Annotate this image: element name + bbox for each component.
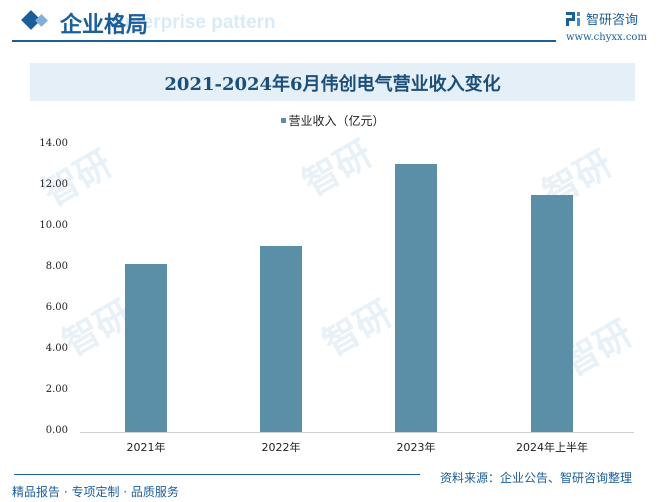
legend-label: 营业收入（亿元） <box>288 114 385 128</box>
y-tick: 8.00 <box>45 261 68 272</box>
section-title: 企业格局 <box>60 12 149 38</box>
y-tick: 4.00 <box>45 343 68 354</box>
brand-logo-icon <box>566 12 580 26</box>
x-label: 2022年 <box>261 441 301 454</box>
chart-legend: 营业收入（亿元） <box>0 112 666 129</box>
brand-url: www.chyxx.com <box>566 32 647 43</box>
header-divider <box>12 40 556 42</box>
x-label: 2023年 <box>396 441 436 454</box>
bar-2022 <box>260 246 302 432</box>
watermark: 智研 <box>316 293 400 365</box>
chart-title-band: 2021-2024年6月伟创电气营业收入变化 <box>30 63 635 101</box>
page-header: Enterprise pattern 企业格局 智研咨询 www.chyxx.c… <box>0 0 666 50</box>
y-tick: 0.00 <box>45 425 68 436</box>
y-tick: 12.00 <box>39 179 68 190</box>
y-tick: 6.00 <box>45 302 68 313</box>
legend-swatch <box>281 118 287 123</box>
bar-2024h1 <box>531 195 573 432</box>
footer-slogan: 精品报告 · 专项定制 · 品质服务 <box>12 485 179 499</box>
brand: 智研咨询 <box>566 9 638 28</box>
chart-title: 2021-2024年6月伟创电气营业收入变化 <box>164 74 501 95</box>
watermark: 智研 <box>296 133 380 205</box>
x-axis-line <box>80 432 634 433</box>
footer-divider <box>14 474 420 475</box>
y-tick: 10.00 <box>39 220 68 231</box>
brand-name: 智研咨询 <box>586 13 639 28</box>
section-subtitle: Enterprise pattern <box>112 12 276 33</box>
y-tick: 2.00 <box>45 384 68 395</box>
x-label: 2024年上半年 <box>516 441 588 454</box>
bar-2021 <box>125 263 167 432</box>
x-label: 2021年 <box>126 441 166 454</box>
y-tick: 14.00 <box>39 138 68 149</box>
source-note: 资料来源：企业公告、智研咨询整理 <box>440 471 633 485</box>
bar-2023 <box>395 164 437 432</box>
